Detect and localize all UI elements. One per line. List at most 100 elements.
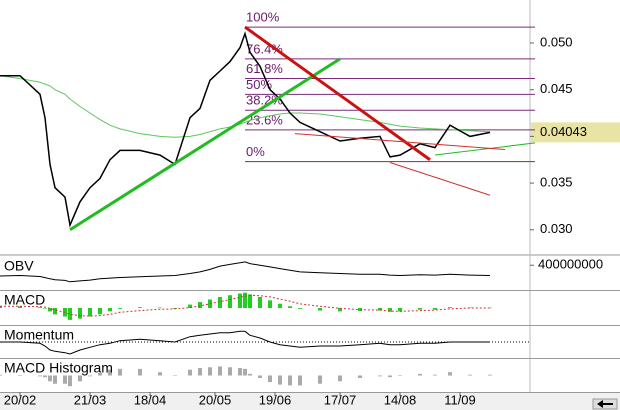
bar [468, 374, 472, 376]
panel-title: Momentum [4, 327, 74, 343]
indicator-line [0, 294, 490, 317]
bar [258, 296, 262, 308]
bar [318, 375, 322, 384]
bar [188, 369, 192, 376]
bar [488, 307, 492, 309]
bar [18, 375, 22, 376]
bar [488, 374, 492, 376]
trendline [294, 133, 506, 150]
fib-label: 0% [246, 144, 265, 159]
fib-label: 61.8% [246, 61, 283, 76]
bar [278, 375, 282, 385]
bar [188, 304, 192, 308]
bar [138, 368, 142, 376]
bar [0, 374, 2, 376]
moving-average [0, 75, 491, 138]
bar [448, 372, 452, 376]
x-axis-bar [0, 393, 620, 410]
bar [248, 373, 252, 376]
panel-title: OBV [4, 258, 34, 274]
trendline [389, 162, 491, 196]
last-price-box [531, 122, 620, 143]
y-tick-label: 0.050 [540, 34, 573, 49]
bar [208, 367, 212, 376]
bar [88, 375, 92, 377]
bar [228, 367, 232, 376]
bar [88, 308, 92, 317]
bar [78, 308, 82, 319]
bar [63, 375, 67, 384]
x-tick-label: 21/03 [74, 392, 107, 407]
scroll-arrows[interactable] [592, 398, 618, 410]
x-tick-label: 20/05 [199, 392, 232, 407]
arrow-icon [597, 400, 613, 408]
bar [108, 308, 112, 312]
bar [398, 375, 402, 376]
bar [238, 293, 242, 308]
x-tick-label: 11/09 [444, 392, 476, 407]
bar [288, 306, 292, 308]
bar [198, 302, 202, 308]
bar [43, 375, 47, 378]
bar [118, 308, 122, 309]
bar [278, 303, 282, 308]
bar [38, 307, 42, 308]
bar [398, 308, 402, 312]
bar [53, 375, 57, 384]
x-tick-label: 17/07 [324, 392, 357, 407]
bar [433, 308, 437, 310]
bar [158, 372, 162, 376]
bar [218, 296, 222, 308]
bar [198, 368, 202, 376]
y-tick-label: 0.030 [540, 221, 573, 236]
bar [68, 375, 72, 387]
bar [298, 308, 302, 309]
bar [338, 308, 342, 312]
bar [388, 308, 392, 312]
y-tick-label: 0.045 [540, 81, 573, 96]
bar [173, 375, 177, 376]
bar [43, 308, 47, 309]
fib-label: 38.2% [246, 93, 283, 108]
bar [118, 368, 122, 376]
fib-label: 100% [246, 10, 280, 25]
bar [288, 375, 292, 386]
panel-title: MACD Histogram [4, 360, 113, 376]
x-tick-label: 19/06 [259, 392, 292, 407]
bar [388, 375, 392, 378]
trendline [244, 25, 431, 161]
x-tick-label: 20/02 [4, 392, 37, 407]
bar [243, 368, 247, 376]
bar [298, 375, 302, 386]
bar [448, 307, 452, 308]
bar [243, 292, 247, 308]
bar [228, 295, 232, 308]
bar [248, 294, 252, 308]
bar [378, 308, 382, 311]
x-tick-label: 14/08 [384, 392, 417, 407]
bar [358, 375, 362, 378]
indicator-line [0, 261, 491, 283]
price-line [0, 31, 491, 228]
bar [468, 307, 472, 309]
bar [433, 374, 437, 376]
trendline [434, 142, 536, 156]
bar [418, 308, 422, 310]
indicator-line [0, 330, 490, 355]
trendline [69, 57, 341, 232]
bar [378, 375, 382, 377]
bar [318, 308, 322, 311]
bar [238, 368, 242, 376]
bar [68, 308, 72, 320]
y-tick-label: 400000000 [538, 257, 603, 272]
bar [98, 308, 102, 315]
x-tick-label: 18/04 [134, 392, 167, 407]
bar [268, 375, 272, 383]
bar [78, 375, 82, 382]
bar [268, 300, 272, 308]
bar [338, 375, 342, 382]
bar [98, 373, 102, 376]
last-price-label: 0.04043 [540, 124, 587, 139]
